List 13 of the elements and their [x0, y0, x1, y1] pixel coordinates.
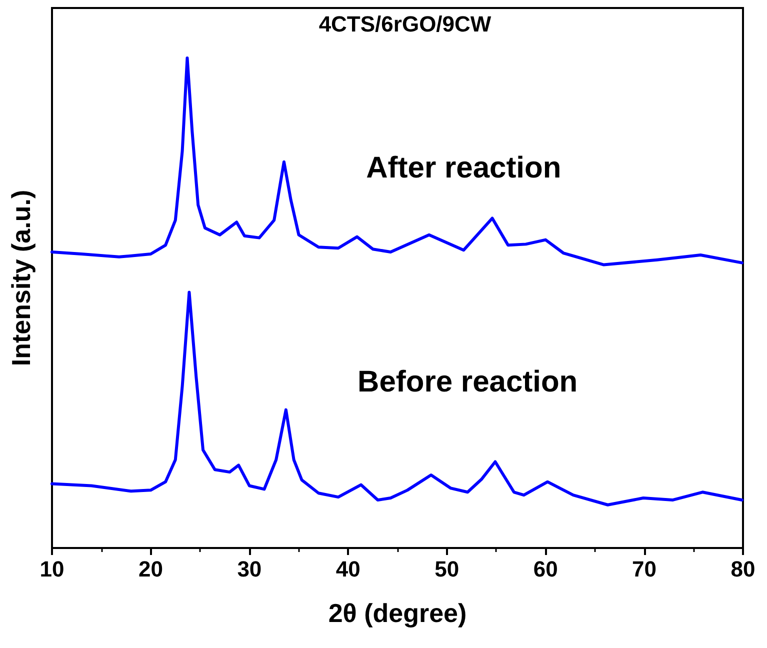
- x-axis-title: 2θ (degree): [328, 598, 467, 628]
- x-tick-label: 80: [730, 556, 756, 582]
- x-tick-label: 60: [533, 556, 558, 582]
- x-tick-label: 20: [138, 556, 163, 582]
- x-tick-label: 30: [237, 556, 262, 582]
- x-tick-label: 50: [434, 556, 460, 582]
- x-tick-label: 70: [632, 556, 657, 582]
- series-label: After reaction: [366, 152, 562, 185]
- chart-title: 4CTS/6rGO/9CW: [318, 12, 492, 36]
- text: Before reaction: [358, 366, 578, 399]
- x-tick-label: 10: [40, 556, 64, 582]
- x-tick-label: 40: [336, 556, 360, 582]
- y-axis-title: Intensity (a.u.): [6, 190, 36, 366]
